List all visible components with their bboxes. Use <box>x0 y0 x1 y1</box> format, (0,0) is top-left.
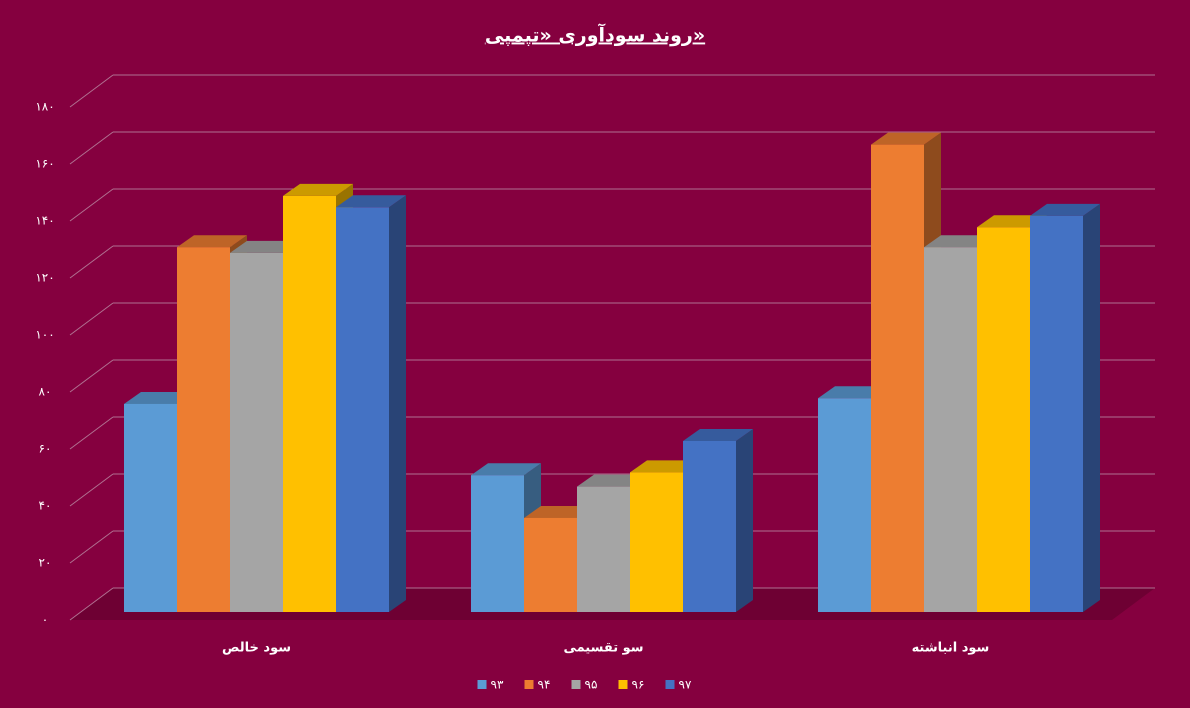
bar <box>124 403 177 612</box>
grid-line-side <box>69 359 114 393</box>
bar-top <box>124 391 194 404</box>
bar <box>577 486 630 612</box>
bar-side <box>736 429 753 612</box>
bar-side <box>1083 203 1100 612</box>
y-tick-label: ۸۰ <box>39 385 52 399</box>
grid-line-side <box>69 530 114 564</box>
x-tick-label: سود انباشته <box>912 641 990 656</box>
bar <box>871 144 924 612</box>
bar <box>230 252 283 612</box>
legend-label: ۹۵ <box>585 678 598 692</box>
bar-top <box>577 474 647 487</box>
chart-title: روند سودآوری «تپمپی» <box>485 23 705 47</box>
bar-top <box>683 429 753 441</box>
y-tick-label: ۰ <box>42 613 48 627</box>
grid-line-side <box>69 587 114 621</box>
bar <box>283 195 336 612</box>
y-tick-label: ۱۶۰ <box>35 157 54 171</box>
grid-line-side <box>69 74 114 108</box>
legend-swatch <box>618 680 628 689</box>
legend-label: ۹۴ <box>538 678 551 692</box>
y-tick-label: ۱۲۰ <box>35 271 54 285</box>
y-tick-label: ۱۴۰ <box>35 214 54 228</box>
bar-top <box>230 240 300 253</box>
legend-swatch <box>571 680 581 689</box>
bar-top <box>630 460 700 473</box>
bar-top <box>471 463 541 476</box>
grid-line-side <box>69 473 114 507</box>
legend-label: ۹۶ <box>632 678 645 692</box>
legend-swatch <box>524 680 534 689</box>
bar-top <box>283 183 353 196</box>
y-tick-label: ۴۰ <box>39 499 52 513</box>
grid-line-side <box>69 131 114 165</box>
bar-top <box>977 215 1047 228</box>
bar-top <box>1030 203 1100 216</box>
grid-line-side <box>69 188 114 222</box>
bar-top <box>177 235 247 248</box>
grid-line-side <box>69 416 114 450</box>
legend-label: ۹۳ <box>491 678 504 692</box>
grid-line-side <box>69 245 114 279</box>
bar <box>524 517 577 612</box>
legend-swatch <box>665 680 675 689</box>
x-tick-label: سود خالص <box>222 641 291 656</box>
y-tick-label: ۱۸۰ <box>35 100 54 114</box>
x-tick-label: سو تقسیمی <box>563 641 643 656</box>
bar <box>177 247 230 612</box>
bar <box>1030 215 1083 612</box>
bar-top <box>871 132 941 145</box>
bar <box>336 207 389 613</box>
bar-side <box>389 195 406 613</box>
y-tick-label: ۲۰ <box>39 556 52 570</box>
legend-swatch <box>477 680 487 689</box>
bar <box>471 475 524 612</box>
bar-top <box>336 195 406 208</box>
bar-top <box>818 386 888 399</box>
bar <box>818 398 871 612</box>
bar-top <box>924 235 994 248</box>
bar <box>977 227 1030 612</box>
y-tick-label: ۱۰۰ <box>35 328 54 342</box>
grid-line-side <box>69 302 114 336</box>
y-tick-label: ۶۰ <box>39 442 52 456</box>
bar <box>630 472 683 612</box>
bar-top <box>524 505 594 518</box>
legend-label: ۹۷ <box>679 678 692 692</box>
bar <box>924 247 977 612</box>
bar <box>683 441 736 612</box>
